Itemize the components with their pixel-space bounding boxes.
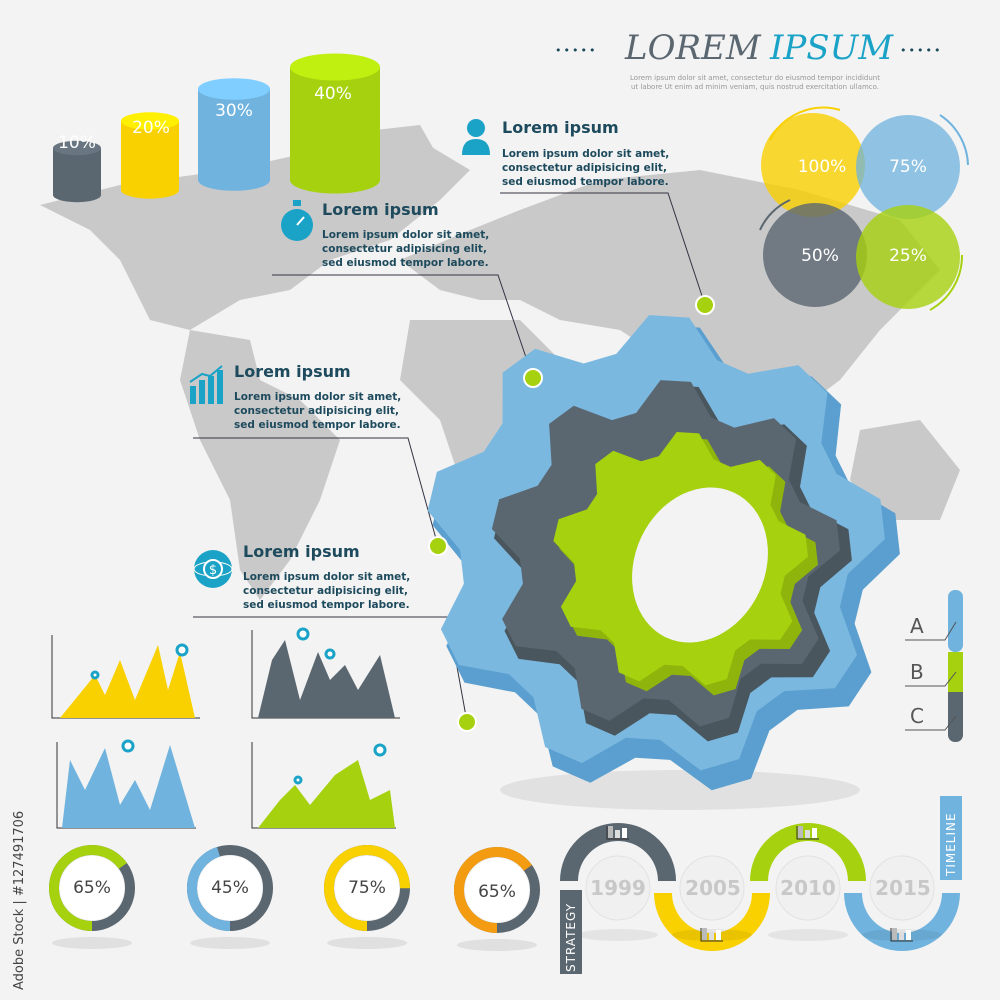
timeline-year: 2015 xyxy=(875,876,931,900)
donut-label: 75% xyxy=(348,878,386,898)
cylinder-label: 30% xyxy=(215,101,253,121)
bar-chart-icon xyxy=(796,826,819,840)
donut-arc xyxy=(454,847,540,933)
venn-label: 25% xyxy=(889,246,927,266)
stopwatch-icon xyxy=(281,200,313,241)
callout-text: Lorem ipsum dolor sit amet, consectetur a… xyxy=(322,229,490,269)
timeline-node xyxy=(775,855,841,921)
timeline-arc xyxy=(750,823,866,881)
cylinder-label: 10% xyxy=(58,133,96,153)
title-dots-left: ••••• xyxy=(555,44,598,57)
donut-label: 65% xyxy=(73,878,111,898)
bar-chart-icon xyxy=(189,365,223,404)
venn-circle-yellow xyxy=(761,113,865,217)
callout-text: Lorem ipsum dolor sit amet, consectetur a… xyxy=(234,391,402,431)
subtitle-line2: ut labore Ut enim ad minim veniam, quis … xyxy=(630,83,880,91)
callout-title: Lorem ipsum xyxy=(234,362,351,381)
callout-title: Lorem ipsum xyxy=(322,200,439,219)
title-part1: LOREM xyxy=(625,28,761,68)
donut-label: 45% xyxy=(211,878,249,898)
abc-label-b: B xyxy=(910,660,924,684)
svg-text:$: $ xyxy=(209,563,217,578)
timeline-year: 2010 xyxy=(780,876,836,900)
mountain-chart-yellow xyxy=(60,645,195,718)
timeline-node xyxy=(869,855,935,921)
donut-arc xyxy=(187,845,273,931)
donut-label: 65% xyxy=(478,882,516,902)
cylinder-40% xyxy=(290,53,380,194)
timeline-year: 2005 xyxy=(685,876,741,900)
mountain-chart-blue xyxy=(62,745,195,828)
person-icon xyxy=(462,119,490,155)
bar-chart-icon xyxy=(700,928,723,942)
venn-circle-green xyxy=(856,205,960,309)
cylinder-30% xyxy=(198,78,270,191)
donut-arc xyxy=(324,845,410,931)
timeline-label: TIMELINE xyxy=(944,812,958,876)
abc-label-a: A xyxy=(910,614,924,638)
timeline-node xyxy=(679,855,745,921)
timeline-arc xyxy=(560,823,676,881)
callout-title: Lorem ipsum xyxy=(243,542,360,561)
timeline-arc xyxy=(654,893,770,951)
venn-circle-blue xyxy=(856,115,960,219)
cylinder-20% xyxy=(121,112,179,199)
timeline-node xyxy=(585,855,651,921)
abc-label-c: C xyxy=(910,704,924,728)
timeline-arc xyxy=(844,893,960,951)
dollar-globe-icon: $ xyxy=(193,550,233,588)
venn-label: 75% xyxy=(889,157,927,177)
subtitle-line1: Lorem ipsum dolor sit amet, consectetur … xyxy=(630,74,880,82)
callout-text: Lorem ipsum dolor sit amet, consectetur a… xyxy=(502,148,670,188)
venn-label: 50% xyxy=(801,246,839,266)
callout-title: Lorem ipsum xyxy=(502,118,619,137)
cylinder-label: 40% xyxy=(314,84,352,104)
bar-chart-icon xyxy=(606,826,629,840)
mountain-chart-gray xyxy=(258,640,395,718)
title-dots-right: ••••• xyxy=(900,44,943,57)
venn-circle-gray xyxy=(763,203,867,307)
title-part2: IPSUM xyxy=(770,28,894,68)
donut-arc xyxy=(49,845,135,931)
timeline-year: 1999 xyxy=(590,876,646,900)
callout-text: Lorem ipsum dolor sit amet, consectetur a… xyxy=(243,571,411,611)
bar-chart-icon xyxy=(890,928,913,942)
cylinder-label: 20% xyxy=(132,118,170,138)
strategy-label: STRATEGY xyxy=(564,902,578,972)
mountain-chart-green xyxy=(258,760,395,828)
cylinder-10% xyxy=(53,140,101,203)
timeline-tab xyxy=(940,796,962,880)
watermark: Adobe Stock | #127491706 xyxy=(12,810,27,990)
venn-label: 100% xyxy=(797,157,847,177)
gear-hole xyxy=(632,487,768,643)
strategy-tab xyxy=(560,890,582,974)
